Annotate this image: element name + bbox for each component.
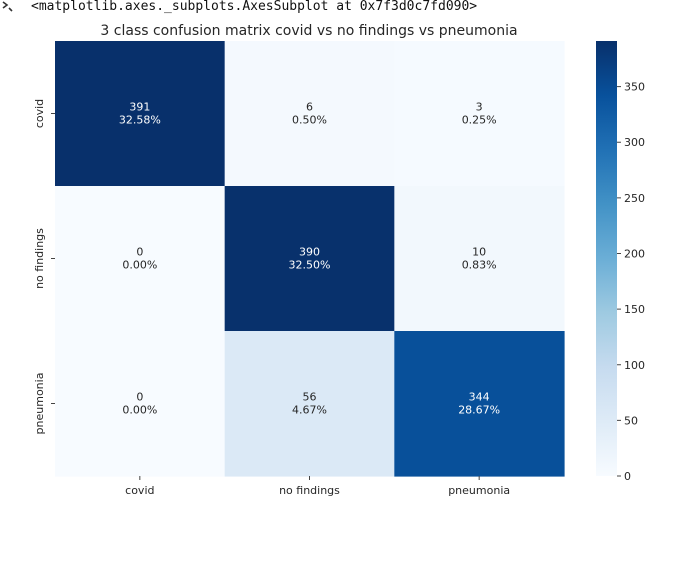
heatmap-cell	[224, 186, 395, 332]
colorbar: 0 50 100 150 200 250 300 350	[596, 41, 645, 483]
cell-percent-label: 32.58%	[119, 114, 161, 127]
cell-percent-label: 32.50%	[289, 259, 331, 272]
x-axis: covid no findings pneumonia	[125, 476, 510, 497]
cell-count-label: 391	[129, 101, 150, 114]
cell-percent-label: 4.67%	[292, 404, 327, 417]
heatmap-cell	[394, 186, 565, 332]
output-repr-text: <matplotlib.axes._subplots.AxesSubplot a…	[31, 0, 478, 14]
cell-percent-label: 0.00%	[122, 259, 157, 272]
cell-count-label: 56	[303, 391, 317, 404]
cell-percent-label: 0.83%	[462, 259, 497, 272]
cell-count-label: 3	[476, 101, 483, 114]
cell-count-label: 344	[469, 391, 490, 404]
cell-count-label: 10	[472, 246, 486, 259]
colorbar-gradient	[596, 41, 617, 476]
cell-count-label: 0	[136, 246, 143, 259]
colorbar-tick-label: 250	[624, 192, 645, 205]
cell-count-label: 390	[299, 246, 320, 259]
y-tick-label: covid	[33, 99, 46, 128]
cell-count-label: 0	[136, 391, 143, 404]
chart-title: 3 class confusion matrix covid vs no fin…	[100, 23, 517, 39]
x-tick-label: covid	[125, 484, 154, 497]
y-tick-label: no findings	[33, 228, 46, 289]
heatmap-cell	[224, 331, 395, 477]
heatmap-cell-labels: 39132.58%60.50%30.25%00.00%39032.50%100.…	[119, 101, 500, 417]
heatmap-cell	[55, 331, 226, 477]
heatmap-cell	[55, 186, 226, 332]
colorbar-tick-label: 150	[624, 303, 645, 316]
cell-percent-label: 0.25%	[462, 114, 497, 127]
cell-percent-label: 0.00%	[122, 404, 157, 417]
heatmap-cell	[55, 41, 226, 187]
heatmap-cell	[394, 331, 565, 477]
cell-percent-label: 0.50%	[292, 114, 327, 127]
heatmap-cell	[224, 41, 395, 187]
colorbar-tick-label: 100	[624, 359, 645, 372]
colorbar-tick-label: 350	[624, 81, 645, 94]
cell-percent-label: 28.67%	[458, 404, 500, 417]
output-arrow-icon	[0, 0, 22, 17]
colorbar-tick-label: 300	[624, 136, 645, 149]
x-tick-label: no findings	[279, 484, 340, 497]
colorbar-tick-label: 200	[624, 247, 645, 260]
heatmap-cells	[55, 41, 565, 477]
cell-count-label: 6	[306, 101, 313, 114]
x-tick-label: pneumonia	[448, 484, 510, 497]
y-axis: covid no findings pneumonia	[33, 99, 55, 435]
colorbar-tick-label: 50	[624, 414, 638, 427]
y-tick-label: pneumonia	[33, 373, 46, 435]
heatmap-cell	[394, 41, 565, 187]
colorbar-tick-label: 0	[624, 470, 631, 483]
